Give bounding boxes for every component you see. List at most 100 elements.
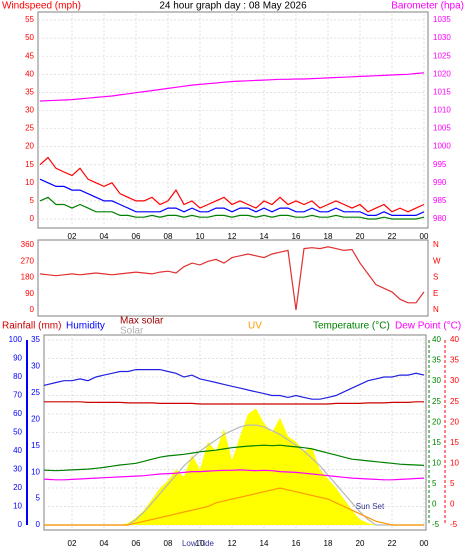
- y-tick-label: 180: [21, 273, 35, 282]
- line: [44, 369, 425, 400]
- x-tick-label: 12: [228, 232, 237, 241]
- x-tick-label: 14: [260, 232, 269, 241]
- y-tick-label: 40: [25, 69, 34, 78]
- y2-tick-label: 1015: [433, 87, 451, 96]
- y-tick-label: 10: [25, 178, 34, 187]
- y2-tick-label: S: [433, 273, 438, 282]
- x-tick-label: 08: [164, 539, 173, 548]
- x-tick-label: 02: [68, 539, 77, 548]
- x-tick-label: 00: [420, 232, 429, 241]
- wind-panel: [37, 11, 429, 229]
- x-tick-label: 12: [228, 539, 237, 548]
- y2-tick-label: 35: [432, 356, 441, 365]
- line: [39, 156, 425, 213]
- line: [44, 469, 425, 481]
- y-tick-label: 50: [25, 33, 34, 42]
- y-tick-label: 5: [30, 196, 35, 205]
- y2-tick-label: 30: [432, 376, 441, 385]
- legend-label: Rainfall (mm): [2, 321, 61, 332]
- wind-axis-title: Windspeed (mph): [2, 1, 81, 12]
- chart-title: 24 hour graph day : 08 May 2026: [159, 1, 307, 12]
- legend-label: Dew Point (°C): [395, 321, 461, 332]
- y2-tick-label: 20: [432, 417, 441, 426]
- y4-tick-label: 20: [450, 417, 459, 426]
- x-tick-label: 18: [324, 232, 333, 241]
- y4-tick-label: 5: [450, 479, 455, 488]
- y2-tick-label: 1005: [433, 124, 451, 133]
- legend-label: Temperature (°C): [313, 321, 390, 332]
- legend-label: Max solar: [120, 316, 164, 327]
- x-tick-label: 04: [100, 539, 109, 548]
- y4-tick-label: 40: [450, 335, 459, 344]
- x-tick-label: 16: [292, 232, 301, 241]
- y2-tick-label: 0: [432, 500, 437, 509]
- y2-tick-label: 980: [433, 214, 447, 223]
- y-tick-label: 30: [25, 106, 34, 115]
- y2-tick-label: 5: [432, 479, 437, 488]
- x-tick-label: 10: [196, 232, 205, 241]
- annotation: Sun Set: [356, 502, 385, 511]
- y4-tick-label: 0: [450, 500, 455, 509]
- x-tick-label: 20: [356, 539, 365, 548]
- barometer-axis-title: Barometer (hpa): [391, 1, 464, 12]
- y2-tick-label: 1020: [433, 69, 451, 78]
- direction-panel: [37, 239, 429, 317]
- y-tick-label: 50: [13, 428, 22, 437]
- x-tick-label: 22: [388, 232, 397, 241]
- x-tick-label: 18: [324, 539, 333, 548]
- y2-tick-label: 985: [433, 196, 447, 205]
- y-tick-label: 0: [18, 520, 23, 529]
- x-tick-label: 08: [164, 232, 173, 241]
- x-tick-label: 14: [260, 539, 269, 548]
- y3-tick-label: 20: [31, 414, 40, 423]
- y-tick-label: 25: [25, 124, 34, 133]
- y-tick-label: 20: [25, 142, 34, 151]
- y-tick-label: 0: [30, 214, 35, 223]
- y-tick-label: 45: [25, 51, 34, 60]
- y4-tick-label: 30: [450, 376, 459, 385]
- y4-tick-label: 15: [450, 438, 459, 447]
- y-tick-label: 40: [13, 446, 22, 455]
- y-tick-label: 55: [25, 15, 34, 24]
- legend-label: Solar: [120, 326, 144, 337]
- y-tick-label: 10: [13, 502, 22, 511]
- plot: [44, 335, 426, 530]
- line: [39, 72, 425, 102]
- plot: [38, 14, 428, 225]
- y-tick-label: 100: [9, 335, 23, 344]
- y2-tick-label: 1030: [433, 33, 451, 42]
- x-tick-label: 06: [132, 232, 141, 241]
- y-tick-label: 270: [21, 256, 35, 265]
- y2-tick-label: 995: [433, 160, 447, 169]
- x-tick-label: 20: [356, 232, 365, 241]
- legend-label: Humidity: [66, 321, 105, 332]
- y3-tick-label: 10: [31, 467, 40, 476]
- line: [44, 401, 424, 405]
- x-tick-label: 02: [68, 232, 77, 241]
- y2-tick-label: 15: [432, 438, 441, 447]
- y-tick-label: 0: [30, 305, 35, 314]
- y2-tick-label: 1035: [433, 15, 451, 24]
- y3-tick-label: 35: [31, 335, 40, 344]
- y2-tick-label: E: [433, 289, 438, 298]
- y-tick-label: 15: [25, 160, 34, 169]
- line: [44, 444, 425, 472]
- plot: [39, 246, 425, 311]
- y-tick-label: 90: [25, 289, 34, 298]
- y3-tick-label: 25: [31, 388, 40, 397]
- line: [39, 246, 425, 311]
- y2-tick-label: N: [433, 240, 439, 249]
- y2-tick-label: 1010: [433, 106, 451, 115]
- y-tick-label: 360: [21, 240, 35, 249]
- y-tick-label: 90: [13, 354, 22, 363]
- y3-tick-label: 0: [36, 520, 41, 529]
- y2-tick-label: 40: [432, 335, 441, 344]
- area: [44, 408, 424, 525]
- x-tick-label: 22: [388, 539, 397, 548]
- x-tick-label: 00: [420, 539, 429, 548]
- y2-tick-label: N: [433, 305, 439, 314]
- y3-tick-label: 30: [31, 362, 40, 371]
- line: [44, 487, 424, 526]
- y4-tick-label: -5: [450, 520, 458, 529]
